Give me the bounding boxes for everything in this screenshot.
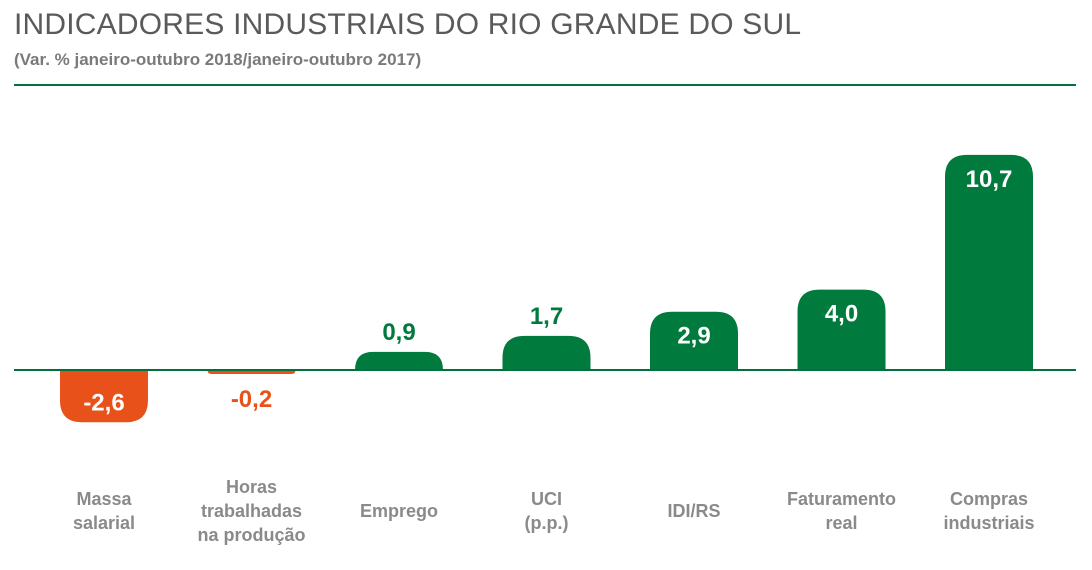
category-label-line: (p.p.) — [525, 513, 569, 533]
bar-value-label: -0,2 — [231, 386, 272, 413]
title-divider — [14, 84, 1076, 86]
bar-value-label: 0,9 — [382, 319, 415, 346]
bar-value-label: 10,7 — [966, 166, 1013, 193]
category-label-line: Faturamento — [787, 489, 896, 509]
bar — [207, 370, 296, 375]
category-label-line: real — [825, 513, 857, 533]
chart-subtitle: (Var. % janeiro-outubro 2018/janeiro-out… — [14, 50, 422, 69]
category-label-line: Massa — [76, 489, 132, 509]
category-label: Massa salarial — [73, 489, 135, 533]
bar-value-label: -2,6 — [83, 389, 124, 416]
bar — [60, 370, 148, 423]
bar-value-label: 4,0 — [825, 301, 858, 328]
bar — [355, 351, 443, 370]
bar — [797, 289, 886, 370]
category-label: Compras industriais — [943, 489, 1034, 533]
bar — [502, 335, 591, 370]
category-label: IDI/RS — [667, 501, 720, 521]
category-label: Emprego — [360, 501, 438, 521]
category-label-line: UCI — [531, 489, 562, 509]
chart-title: INDICADORES INDUSTRIAIS DO RIO GRANDE DO… — [14, 8, 802, 41]
category-label-line: industriais — [943, 513, 1034, 533]
category-label-line: IDI/RS — [667, 501, 720, 521]
category-label-line: Compras — [950, 489, 1028, 509]
category-label-line: trabalhadas — [201, 501, 302, 521]
bar — [650, 311, 738, 370]
bar — [945, 154, 1033, 370]
category-label: Horas trabalhadas na produção — [197, 477, 305, 545]
bar-value-label: 1,7 — [530, 303, 563, 330]
category-label: UCI (p.p.) — [525, 489, 569, 533]
category-label-line: Horas — [226, 477, 277, 497]
category-label: Faturamento real — [787, 489, 896, 533]
category-label-line: na produção — [197, 525, 305, 545]
category-label-line: Emprego — [360, 501, 438, 521]
bar-value-label: 2,9 — [677, 323, 710, 350]
category-label-line: salarial — [73, 513, 135, 533]
